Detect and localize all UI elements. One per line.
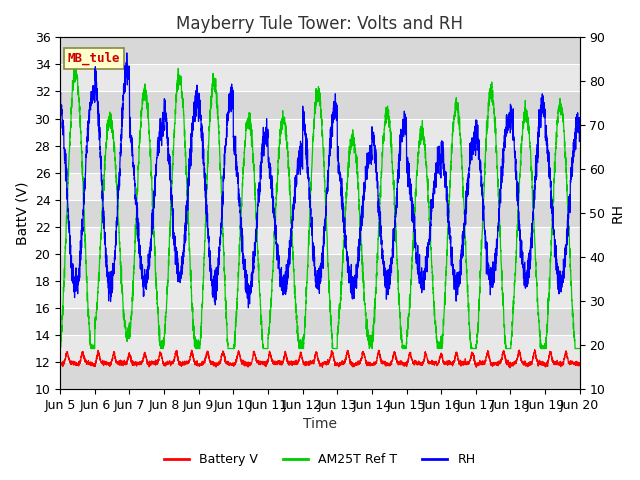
Title: Mayberry Tule Tower: Volts and RH: Mayberry Tule Tower: Volts and RH (177, 15, 463, 33)
Text: MB_tule: MB_tule (68, 52, 120, 65)
X-axis label: Time: Time (303, 418, 337, 432)
Bar (60, 119, 580, 145)
Y-axis label: RH: RH (611, 203, 625, 223)
Bar (60, 281, 580, 308)
Bar (60, 308, 580, 335)
Bar (60, 37, 580, 64)
Bar (60, 335, 580, 362)
Legend: Battery V, AM25T Ref T, RH: Battery V, AM25T Ref T, RH (159, 448, 481, 471)
Bar (60, 362, 580, 389)
Bar (60, 145, 580, 173)
Y-axis label: BattV (V): BattV (V) (15, 181, 29, 245)
Bar (60, 254, 580, 281)
Bar (60, 200, 580, 227)
Bar (60, 173, 580, 200)
Bar (60, 64, 580, 92)
Bar (60, 227, 580, 254)
Bar (60, 92, 580, 119)
